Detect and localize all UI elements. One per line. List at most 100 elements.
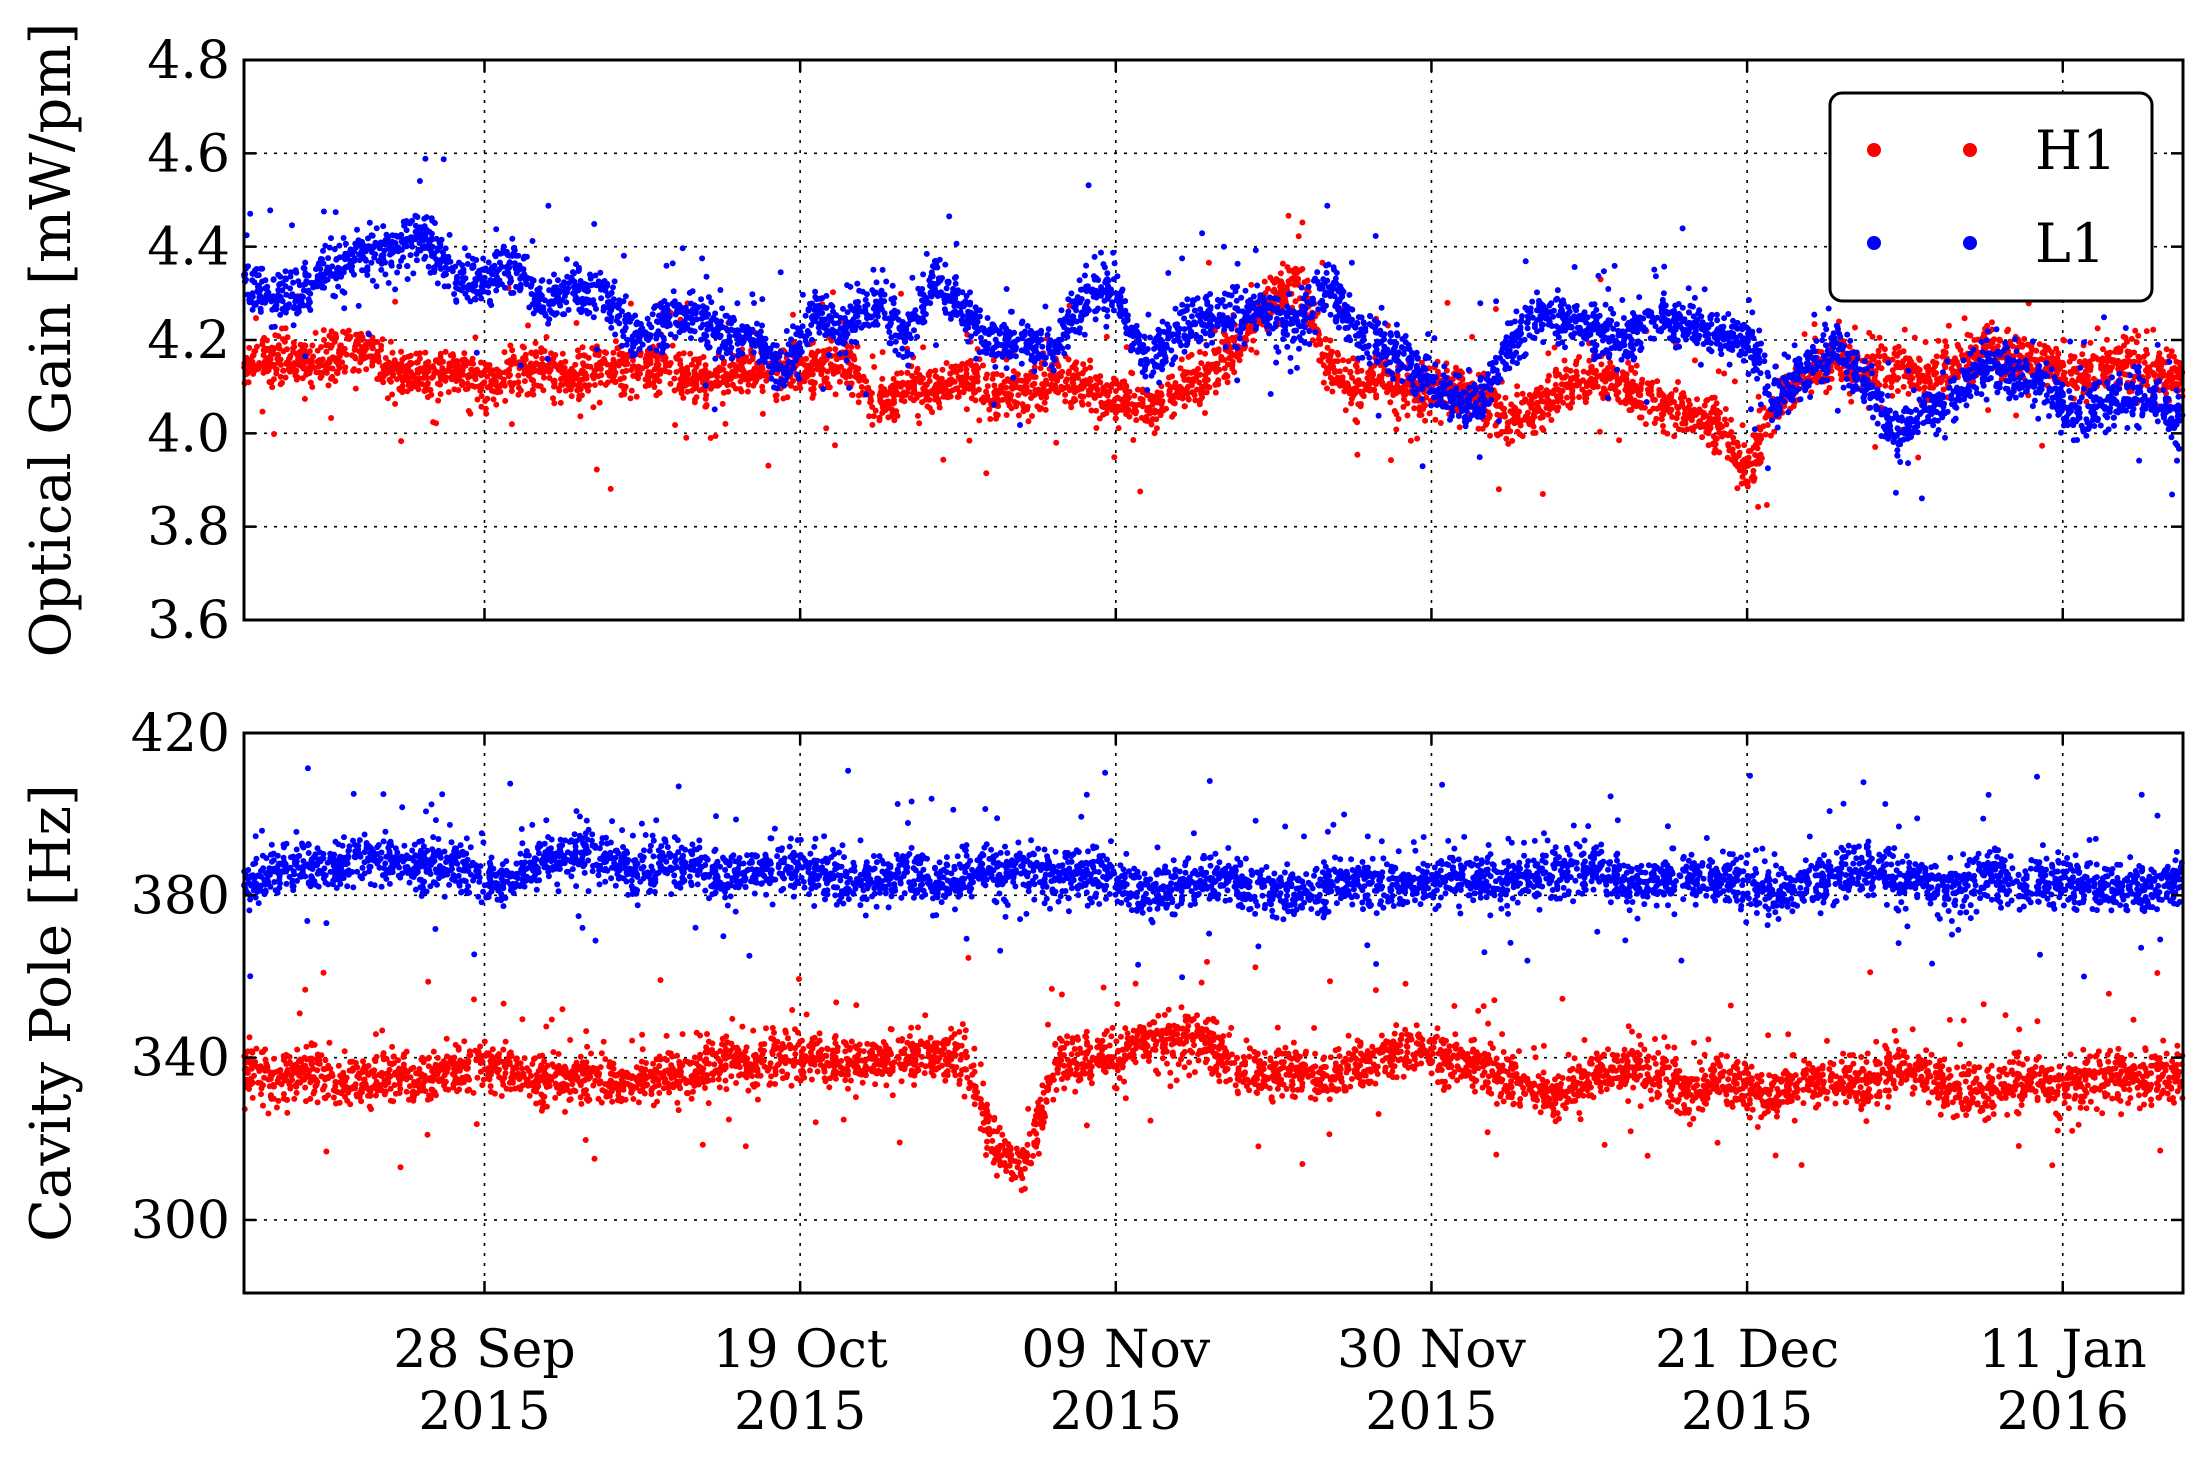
- optical-gain-point-h1: [1203, 366, 1210, 373]
- optical-gain-point-h1: [1369, 369, 1376, 376]
- optical-gain-point-l1: [365, 331, 372, 338]
- optical-gain-point-h1: [251, 348, 258, 355]
- optical-gain-point-h1: [452, 364, 459, 371]
- optical-gain-point-h1: [1148, 392, 1155, 399]
- optical-gain-point-h1: [423, 369, 430, 376]
- optical-gain-panel: 3.63.84.04.24.44.64.8 Optical Gain [mW/p…: [19, 23, 2186, 657]
- optical-gain-point-l1: [302, 281, 309, 288]
- optical-gain-point-h1: [1329, 380, 1335, 386]
- optical-gain-point-h1: [826, 384, 833, 391]
- optical-gain-point-h1: [1876, 334, 1883, 341]
- optical-gain-point-h1: [925, 391, 931, 398]
- optical-gain-point-l1: [368, 232, 375, 239]
- optical-gain-point-h1: [387, 338, 394, 345]
- optical-gain-point-h1: [1214, 360, 1221, 367]
- optical-gain-point-h1: [1509, 437, 1516, 444]
- optical-gain-point-h1: [1010, 383, 1017, 389]
- optical-gain-point-h1: [1916, 385, 1923, 392]
- optical-gain-point-h1: [556, 387, 563, 394]
- optical-gain-point-h1: [1641, 404, 1648, 411]
- optical-gain-point-h1: [1895, 363, 1901, 370]
- optical-gain-point-h1: [1721, 370, 1728, 377]
- optical-gain-point-h1: [714, 382, 721, 389]
- optical-gain-point-l1: [480, 255, 487, 262]
- optical-gain-point-h1: [672, 422, 679, 428]
- optical-gain-point-h1: [1672, 422, 1679, 429]
- optical-gain-point-h1: [550, 355, 557, 362]
- optical-gain-point-h1: [2087, 339, 2094, 346]
- optical-gain-point-h1: [940, 456, 947, 463]
- optical-gain-point-h1: [2107, 349, 2113, 356]
- optical-gain-point-h1: [1393, 390, 1399, 397]
- optical-gain-point-h1: [455, 371, 462, 378]
- optical-gain-point-h1: [486, 367, 493, 374]
- optical-gain-point-h1: [405, 353, 412, 360]
- optical-gain-point-h1: [975, 386, 982, 393]
- optical-gain-point-h1: [502, 397, 509, 404]
- optical-gain-point-h1: [1985, 407, 1992, 414]
- optical-gain-point-h1: [784, 394, 791, 401]
- optical-gain-point-l1: [422, 253, 429, 260]
- optical-gain-point-h1: [461, 350, 468, 357]
- optical-gain-point-l1: [476, 272, 483, 279]
- optical-gain-point-h1: [879, 404, 886, 411]
- optical-gain-point-l1: [546, 287, 553, 294]
- optical-gain-point-h1: [729, 381, 736, 388]
- optical-gain-point-h1: [272, 332, 279, 339]
- optical-gain-point-l1: [373, 283, 380, 290]
- optical-gain-point-h1: [2066, 358, 2073, 365]
- optical-gain-point-h1: [394, 376, 400, 383]
- optical-gain-point-h1: [277, 373, 284, 380]
- optical-gain-point-l1: [539, 277, 546, 284]
- optical-gain-point-h1: [963, 406, 970, 413]
- optical-gain-point-h1: [1395, 416, 1402, 422]
- optical-gain-point-h1: [271, 431, 277, 437]
- optical-gain-point-h1: [2067, 353, 2074, 359]
- optical-gain-point-h1: [1106, 388, 1113, 395]
- optical-gain-point-h1: [1607, 385, 1614, 392]
- optical-gain-point-l1: [400, 218, 407, 225]
- optical-gain-point-h1: [1053, 439, 1060, 446]
- optical-gain-point-l1: [467, 298, 474, 305]
- optical-gain-point-h1: [1716, 449, 1723, 456]
- optical-gain-point-h1: [737, 386, 744, 392]
- optical-gain-point-l1: [546, 316, 553, 323]
- optical-gain-point-h1: [320, 327, 327, 334]
- optical-gain-point-h1: [984, 383, 991, 390]
- optical-gain-point-h1: [312, 329, 319, 336]
- optical-gain-point-l1: [396, 233, 403, 240]
- optical-gain-point-h1: [290, 366, 297, 373]
- optical-gain-point-h1: [515, 379, 522, 386]
- optical-gain-point-h1: [1085, 401, 1092, 408]
- optical-gain-point-l1: [277, 311, 284, 318]
- optical-gain-point-h1: [2127, 349, 2133, 356]
- optical-gain-point-h1: [1072, 397, 1079, 404]
- optical-gain-point-h1: [1955, 343, 1962, 350]
- optical-gain-point-h1: [424, 381, 431, 388]
- optical-gain-point-h1: [1103, 333, 1110, 340]
- optical-gain-point-h1: [478, 393, 485, 399]
- optical-gain-point-h1: [627, 300, 634, 307]
- optical-gain-point-h1: [727, 362, 734, 369]
- optical-gain-point-h1: [1279, 281, 1286, 288]
- optical-gain-point-h1: [397, 386, 403, 393]
- optical-gain-point-l1: [561, 311, 568, 318]
- optical-gain-point-l1: [347, 257, 354, 264]
- optical-gain-point-l1: [275, 271, 282, 278]
- optical-gain-point-h1: [2013, 412, 2020, 419]
- optical-gain-point-h1: [1945, 322, 1952, 329]
- optical-gain-point-h1: [1747, 460, 1753, 467]
- optical-gain-point-h1: [1204, 376, 1211, 383]
- optical-gain-point-h1: [1010, 368, 1017, 375]
- optical-gain-point-l1: [498, 281, 505, 288]
- optical-gain-point-l1: [368, 259, 375, 266]
- optical-gain-point-h1: [317, 361, 324, 368]
- optical-gain-point-h1: [739, 366, 746, 373]
- optical-gain-point-h1: [722, 420, 729, 427]
- optical-gain-point-h1: [1335, 351, 1342, 358]
- optical-gain-point-l1: [482, 265, 489, 272]
- optical-gain-point-h1: [869, 390, 875, 397]
- optical-gain-point-l1: [341, 305, 348, 312]
- optical-gain-point-h1: [1701, 402, 1708, 409]
- optical-gain-point-l1: [451, 291, 458, 297]
